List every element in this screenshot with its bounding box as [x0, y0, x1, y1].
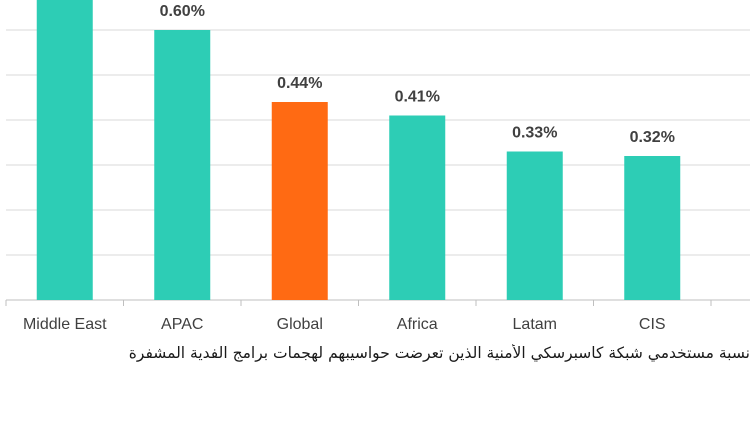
x-tick-label: Latam — [513, 316, 557, 333]
bar — [271, 102, 328, 300]
data-label: 0.32% — [630, 129, 675, 146]
data-label: 0.33% — [512, 125, 557, 142]
data-label: 0.44% — [277, 75, 322, 92]
x-tick-label: CIS — [639, 316, 666, 333]
x-tick-label: APAC — [161, 316, 203, 333]
bar — [36, 0, 93, 300]
x-tick-label: Global — [277, 316, 323, 333]
data-label: 0.60% — [160, 3, 205, 20]
bar — [154, 30, 211, 300]
bar — [389, 115, 446, 300]
bar-chart: 0.72%Middle East0.60%APAC0.44%Global0.41… — [5, 0, 750, 333]
chart-caption: نسبة مستخدمي شبكة كاسبرسكي الأمنية الذين… — [128, 344, 750, 362]
data-label: 0.41% — [395, 89, 440, 106]
x-tick-label: Africa — [397, 316, 438, 333]
x-tick-label: Middle East — [23, 316, 107, 333]
bar — [624, 156, 681, 300]
bar — [506, 151, 563, 300]
